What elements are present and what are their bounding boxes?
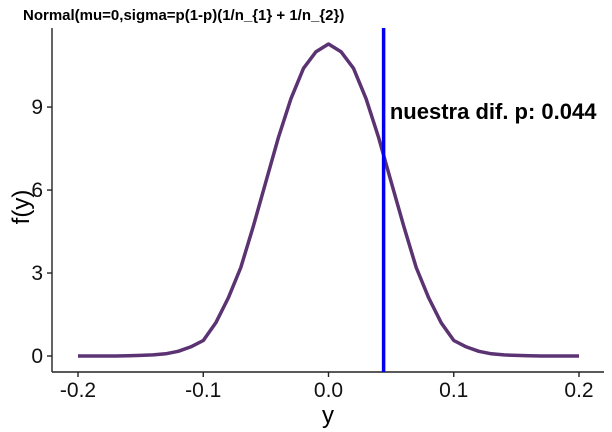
x-axis-ticks: -0.2 -0.1 0.0 0.1 0.2 [60,372,594,402]
y-tick-label: 3 [31,262,43,285]
x-tick-label: 0.1 [439,379,468,402]
y-axis-ticks: 0 3 6 9 [31,96,52,368]
y-tick-label: 9 [31,96,43,119]
y-tick-label: 6 [31,179,43,202]
x-axis-label: y [322,402,334,429]
plot-area: 0 3 6 9 -0.2 -0.1 0.0 0.1 0.2 nuestra dif. p: 0… [31,28,604,402]
density-curve [78,42,579,358]
chart-title: Normal(mu=0,sigma=p(1-p)(1/n_{1} + 1/n_{… [23,7,344,24]
x-tick-label: 0.2 [564,379,593,402]
observed-difference-annotation: nuestra dif. p: 0.044 [390,99,597,124]
x-tick-label: 0.0 [314,379,343,402]
series-layer [78,42,579,358]
x-tick-label: -0.1 [185,379,221,402]
x-tick-label: -0.2 [60,379,96,402]
y-axis-label: f(y) [8,190,35,225]
y-tick-label: 0 [31,345,43,368]
